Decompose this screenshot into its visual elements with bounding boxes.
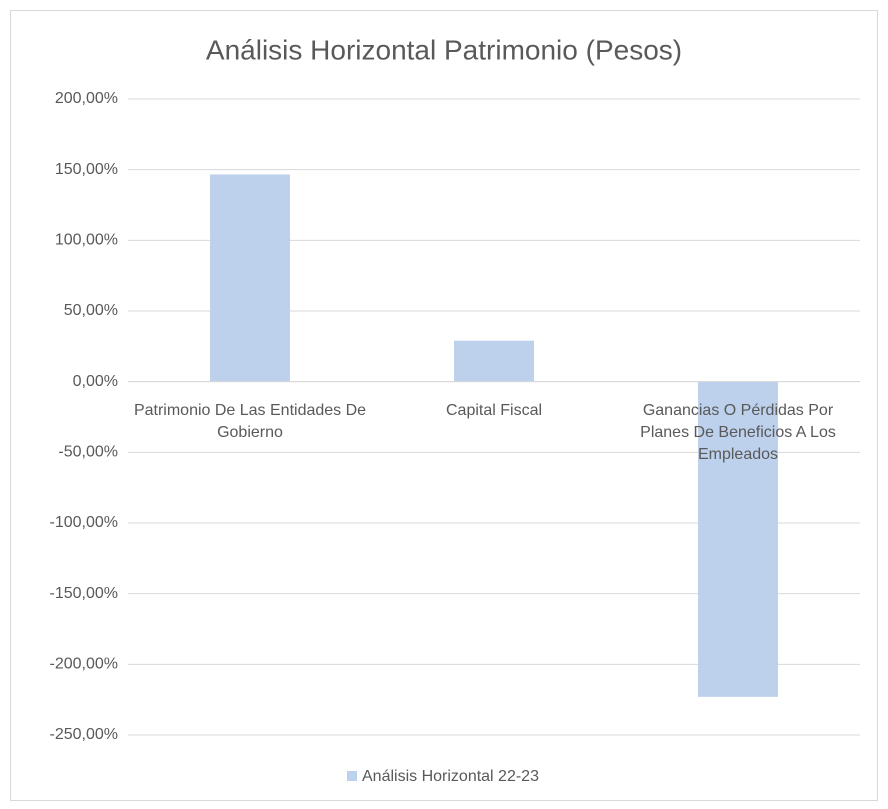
y-tick-label: -250,00% <box>50 726 119 743</box>
y-tick-label: 200,00% <box>55 90 118 107</box>
x-tick-label: Patrimonio De Las Entidades De Gobierno <box>133 401 367 441</box>
y-tick-label: -200,00% <box>50 656 119 673</box>
x-tick-label: Capital Fiscal <box>445 401 543 419</box>
y-tick-label: -150,00% <box>50 585 119 602</box>
chart-title: Análisis Horizontal Patrimonio (Pesos) <box>206 34 682 65</box>
y-tick-label: 100,00% <box>55 232 118 249</box>
bar <box>210 174 290 382</box>
y-tick-label: 50,00% <box>64 302 118 319</box>
y-tick-label: -50,00% <box>58 444 118 461</box>
legend-swatch <box>347 771 357 781</box>
bar <box>454 340 534 382</box>
bar <box>698 381 778 697</box>
x-tick-label: Ganancias O Pérdidas Por Planes De Benef… <box>640 401 836 463</box>
legend-label: Análisis Horizontal 22-23 <box>362 768 539 785</box>
y-tick-label: -100,00% <box>50 514 119 531</box>
y-tick-label: 150,00% <box>55 161 118 178</box>
y-tick-label: 0,00% <box>73 373 118 390</box>
